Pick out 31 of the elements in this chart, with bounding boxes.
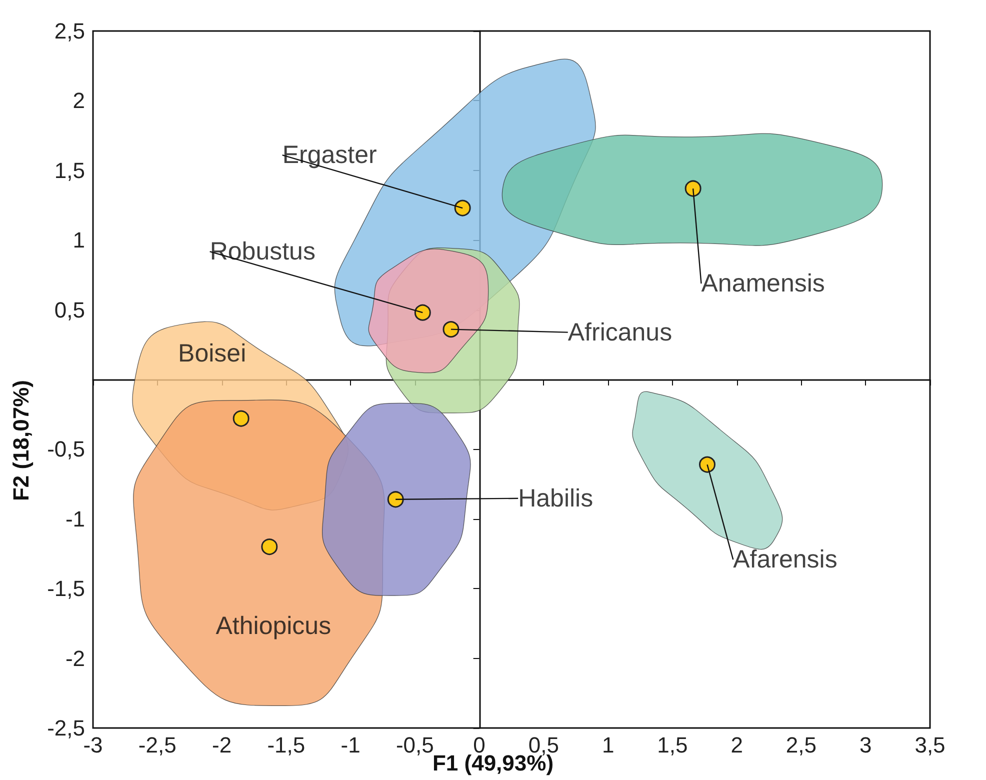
y-tick-label: 1,5: [54, 158, 85, 183]
y-tick-label: 2,5: [54, 18, 85, 44]
annotation: Habilis: [518, 484, 594, 512]
x-tick-label: -1,5: [267, 732, 306, 758]
x-tick-label: -2,5: [138, 732, 176, 758]
x-tick-label: 1,5: [657, 732, 688, 758]
y-tick-label: -2: [65, 646, 85, 671]
y-axis-title: F2 (18,07%): [8, 380, 34, 502]
annotation: Anamensis: [701, 270, 825, 298]
y-tick-label: -2,5: [47, 716, 85, 740]
y-tick-label: 1: [72, 228, 85, 253]
annotation: Boisei: [178, 340, 246, 368]
x-tick-label: 3: [859, 732, 872, 758]
x-tick-label: 1: [602, 732, 614, 758]
y-tick-label: -0,5: [47, 436, 85, 462]
annotation: Athiopicus: [216, 612, 332, 640]
y-tick-label: 2: [72, 88, 85, 114]
annotation: Robustus: [210, 238, 316, 266]
x-tick-label: -1: [340, 732, 360, 758]
x-tick-label: -3: [83, 732, 103, 758]
x-tick-label: -0,5: [396, 732, 434, 758]
annotation: Africanus: [568, 318, 672, 346]
x-tick-label: 3,5: [914, 732, 946, 758]
x-tick-label: -2: [212, 732, 232, 758]
annotation: Ergaster: [282, 141, 377, 170]
y-tick-label: -1: [65, 506, 85, 532]
x-tick-label: 2,5: [786, 732, 817, 758]
x-tick-label: 2: [730, 732, 743, 758]
y-tick-label: 0,5: [54, 297, 85, 322]
y-tick-label: -1,5: [47, 576, 85, 602]
annotation: Afarensis: [733, 546, 838, 574]
